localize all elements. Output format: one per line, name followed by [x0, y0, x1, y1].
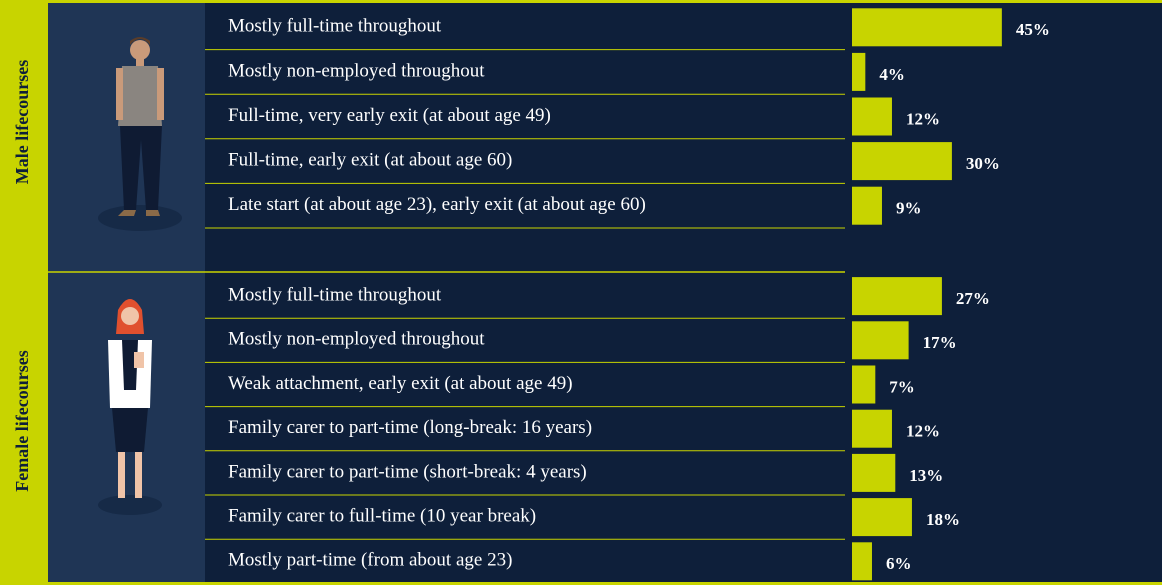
row-label: Mostly non-employed throughout [228, 60, 485, 81]
row-label: Mostly non-employed throughout [228, 329, 485, 350]
value-label: 12% [906, 109, 940, 128]
value-label: 45% [1016, 20, 1050, 39]
bar [852, 142, 952, 181]
bar [852, 498, 912, 537]
bar [852, 409, 892, 448]
section-title: Male lifecourses [12, 60, 32, 184]
bar [852, 453, 896, 492]
row-label: Family carer to full-time (10 year break… [228, 505, 536, 526]
bar [852, 542, 872, 581]
female-figure [98, 299, 162, 515]
value-label: 7% [889, 377, 915, 396]
bar [852, 186, 882, 225]
value-label: 6% [886, 554, 912, 573]
value-label: 30% [966, 154, 1000, 173]
male-figure [98, 37, 182, 231]
value-label: 13% [909, 466, 943, 485]
row-label: Family carer to part-time (short-break: … [228, 461, 587, 482]
row-label: Late start (at about age 23), early exit… [228, 194, 646, 215]
value-label: 9% [896, 199, 922, 218]
row-label: Family carer to part-time (long-break: 1… [228, 417, 592, 438]
section-title: Female lifecourses [12, 350, 32, 491]
row-label: Full-time, very early exit (at about age… [228, 105, 551, 126]
bar [852, 365, 876, 404]
bar [852, 321, 909, 360]
row-label: Mostly full-time throughout [228, 284, 442, 305]
bar [852, 277, 942, 316]
bar [852, 8, 1002, 47]
row-label: Full-time, early exit (at about age 60) [228, 149, 512, 170]
value-label: 18% [926, 510, 960, 529]
row-label: Mostly full-time throughout [228, 16, 442, 37]
bar [852, 52, 866, 91]
value-label: 17% [923, 333, 957, 352]
row-label: Weak attachment, early exit (at about ag… [228, 373, 573, 394]
value-label: 12% [906, 422, 940, 441]
value-label: 4% [879, 65, 905, 84]
panel [48, 3, 1162, 582]
value-label: 27% [956, 289, 990, 308]
bar [852, 97, 892, 136]
row-label: Mostly part-time (from about age 23) [228, 550, 512, 571]
